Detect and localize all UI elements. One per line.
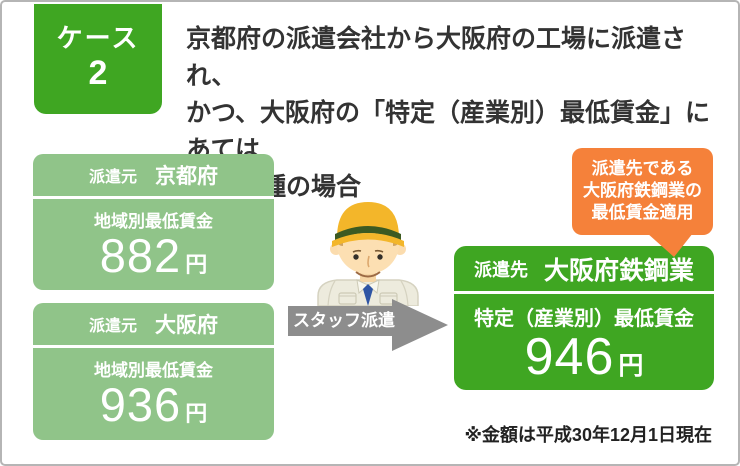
source-box-kyoto: 派遣元 京都府 地域別最低賃金 882 円	[33, 154, 274, 290]
wage-type-label: 特定（産業別）最低賃金	[474, 308, 694, 330]
wage-type-label: 地域別最低賃金	[94, 212, 213, 231]
divider	[33, 196, 274, 199]
case-badge-label: ケース	[56, 23, 140, 54]
wage-amount-value: 936	[99, 378, 182, 431]
source-region: 大阪府	[155, 314, 218, 337]
destination-tag: 派遣先	[473, 259, 528, 280]
dispatch-arrow-label: スタッフ派遣	[293, 311, 395, 330]
wage-amount-unit: 円	[185, 401, 208, 426]
destination-region: 大阪府鉄鋼業	[543, 256, 694, 285]
dispatch-arrow: スタッフ派遣	[288, 299, 448, 352]
destination-box: 派遣先 大阪府鉄鋼業 特定（産業別）最低賃金 946 円	[454, 246, 714, 390]
wage-amount-value: 946	[524, 328, 615, 386]
divider	[454, 291, 714, 294]
wage-amount-value: 882	[99, 229, 182, 282]
date-footnote: ※金額は平成30年12月1日現在	[464, 425, 712, 445]
source-box-osaka: 派遣元 大阪府 地域別最低賃金 936 円	[33, 303, 274, 440]
divider	[33, 345, 274, 348]
source-box-osaka-body: 地域別最低賃金 936 円	[33, 348, 274, 428]
wage-amount: 946 円	[525, 331, 644, 383]
destination-box-body: 特定（産業別）最低賃金 946 円	[454, 294, 714, 383]
source-box-kyoto-header: 派遣元 京都府	[33, 154, 274, 196]
wage-amount-unit: 円	[618, 352, 644, 380]
callout-line-1: 派遣先である	[591, 159, 694, 178]
destination-box-header: 派遣先 大阪府鉄鋼業	[454, 246, 714, 291]
case-badge-number: 2	[88, 53, 108, 92]
callout-line-3: 最低賃金適用	[591, 203, 694, 222]
wage-amount-unit: 円	[185, 252, 208, 277]
callout-line-2: 大阪府鉄鋼業の	[583, 181, 702, 200]
wage-amount: 882 円	[100, 232, 207, 279]
source-tag: 派遣元	[88, 318, 137, 335]
source-box-kyoto-body: 地域別最低賃金 882 円	[33, 199, 274, 279]
wage-amount: 936 円	[100, 381, 207, 428]
source-box-osaka-header: 派遣元 大阪府	[33, 303, 274, 345]
source-region: 京都府	[155, 165, 218, 188]
worker-icon	[309, 192, 427, 307]
source-tag: 派遣元	[88, 169, 137, 186]
page-title-line-1: 京都府の派遣会社から大阪府の工場に派遣され、	[186, 25, 687, 90]
wage-type-label: 地域別最低賃金	[94, 361, 213, 380]
case-badge: ケース 2	[34, 4, 162, 114]
right-arrow-icon	[288, 299, 448, 351]
callout-bubble-tail	[647, 233, 693, 257]
callout-bubble: 派遣先である 大阪府鉄鋼業の 最低賃金適用	[572, 148, 713, 235]
